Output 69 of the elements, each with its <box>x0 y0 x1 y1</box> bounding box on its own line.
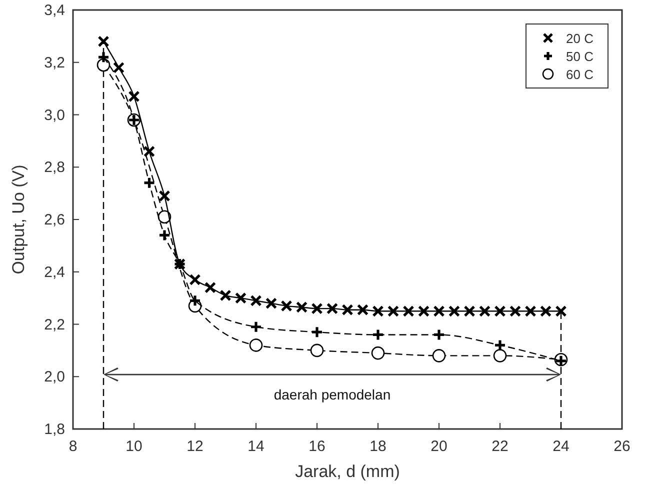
x-tick-label: 22 <box>492 438 508 455</box>
y-tick-label: 3,0 <box>44 106 65 124</box>
point <box>432 349 446 362</box>
point <box>509 305 522 317</box>
point <box>402 305 414 317</box>
point <box>310 344 324 358</box>
point <box>326 302 338 314</box>
x-tick-label: 16 <box>308 438 326 455</box>
y-tick-label: 1,8 <box>44 421 65 438</box>
x-tick-label: 14 <box>248 438 264 455</box>
legend-label: 20 C <box>566 31 594 46</box>
point <box>432 328 446 342</box>
x-tick-label: 18 <box>370 438 386 455</box>
point <box>188 294 202 307</box>
point <box>189 274 201 286</box>
point <box>265 298 278 310</box>
point <box>555 305 567 317</box>
legend-label: 60 C <box>566 67 594 82</box>
point <box>296 301 308 314</box>
point <box>372 305 384 317</box>
point <box>250 320 262 334</box>
point <box>448 305 460 317</box>
point <box>433 305 445 317</box>
y-tick-label: 2,4 <box>44 264 65 281</box>
point <box>158 190 170 202</box>
point <box>158 228 171 242</box>
point <box>249 338 263 352</box>
point <box>142 176 156 190</box>
x-tick-label: 10 <box>126 438 142 455</box>
y-axis-title: Output, Uo (V) <box>9 164 28 274</box>
y-tick-label: 3,2 <box>44 54 65 72</box>
point <box>112 62 125 74</box>
legend-label: 50 C <box>566 49 594 64</box>
point <box>418 305 430 317</box>
point <box>493 349 507 362</box>
point <box>220 290 232 302</box>
point <box>250 294 262 306</box>
annotation: daerah pemodelan <box>274 386 391 403</box>
point <box>356 304 369 316</box>
point <box>540 305 552 317</box>
point <box>143 146 156 158</box>
point <box>280 300 292 312</box>
x-tick-label: 24 <box>552 438 570 455</box>
point <box>342 304 354 316</box>
x-tick-label: 20 <box>430 438 448 455</box>
point <box>371 346 385 360</box>
point <box>494 338 506 352</box>
y-tick-label: 2,6 <box>44 212 65 228</box>
point <box>97 50 110 64</box>
point <box>128 90 140 102</box>
x-tick-label: 12 <box>186 438 204 455</box>
point <box>372 328 384 342</box>
y-tick-label: 3,4 <box>44 2 65 19</box>
point <box>204 282 216 294</box>
point <box>310 326 324 338</box>
x-axis-title: Jarak, d (mm) <box>295 462 400 481</box>
x-tick-label: 8 <box>68 438 78 455</box>
point <box>234 292 247 304</box>
point <box>478 305 491 317</box>
point <box>524 305 536 317</box>
point <box>464 305 476 317</box>
point <box>387 305 400 317</box>
y-tick-label: 2,0 <box>44 368 65 386</box>
point <box>98 36 110 48</box>
x-tick-label: 26 <box>614 438 630 455</box>
point <box>494 305 506 317</box>
y-tick-label: 2,8 <box>44 159 65 176</box>
point <box>311 302 323 314</box>
y-tick-label: 2,2 <box>44 316 65 334</box>
